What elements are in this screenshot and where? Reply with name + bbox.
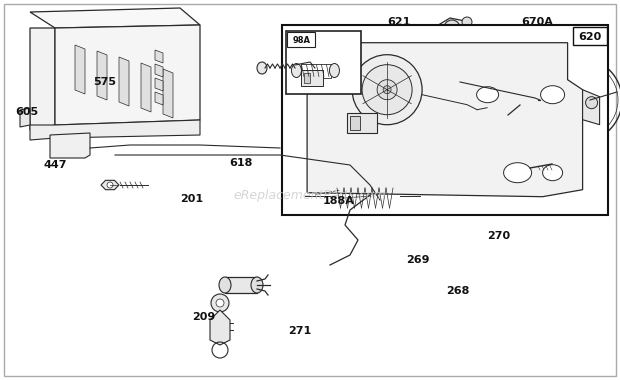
Ellipse shape <box>257 62 267 74</box>
Polygon shape <box>155 92 163 105</box>
Ellipse shape <box>542 165 562 181</box>
Ellipse shape <box>477 87 498 103</box>
Bar <box>225 277 257 293</box>
Polygon shape <box>141 63 151 112</box>
Circle shape <box>383 86 391 94</box>
Ellipse shape <box>503 163 531 183</box>
Circle shape <box>216 299 224 307</box>
Text: 201: 201 <box>180 195 203 204</box>
Circle shape <box>586 97 598 109</box>
Polygon shape <box>30 8 200 28</box>
Ellipse shape <box>296 63 304 73</box>
Text: 268: 268 <box>446 286 470 296</box>
Bar <box>282 25 608 215</box>
Text: 270: 270 <box>487 231 510 241</box>
Ellipse shape <box>219 277 231 293</box>
Ellipse shape <box>251 277 263 293</box>
Bar <box>337 187 393 209</box>
Text: 269: 269 <box>406 255 430 265</box>
Circle shape <box>462 17 472 27</box>
Bar <box>350 116 360 130</box>
Text: 670A: 670A <box>521 17 552 27</box>
Bar <box>301 70 324 86</box>
Ellipse shape <box>291 63 301 78</box>
Bar <box>301 63 332 78</box>
Bar <box>286 31 361 94</box>
Text: 575: 575 <box>93 77 116 87</box>
Bar <box>304 73 311 83</box>
Text: 447: 447 <box>43 160 67 170</box>
Polygon shape <box>415 18 475 100</box>
Ellipse shape <box>393 187 407 209</box>
Circle shape <box>352 55 422 125</box>
Circle shape <box>211 294 229 312</box>
Polygon shape <box>20 108 30 127</box>
Text: 188A: 188A <box>322 196 354 206</box>
Polygon shape <box>101 180 119 190</box>
Text: 271: 271 <box>288 326 312 336</box>
Circle shape <box>362 65 412 115</box>
Polygon shape <box>30 28 55 130</box>
Text: 605: 605 <box>16 107 38 117</box>
Polygon shape <box>55 25 200 125</box>
Text: 620: 620 <box>578 32 601 42</box>
Circle shape <box>591 144 599 152</box>
Polygon shape <box>75 45 85 94</box>
Circle shape <box>377 80 397 100</box>
Polygon shape <box>307 43 583 197</box>
Text: eReplacementParts.com: eReplacementParts.com <box>234 188 386 201</box>
Circle shape <box>300 193 306 199</box>
Polygon shape <box>521 165 535 172</box>
Polygon shape <box>585 140 604 156</box>
Text: 209: 209 <box>192 312 216 322</box>
Circle shape <box>449 25 455 31</box>
Polygon shape <box>119 57 129 106</box>
Polygon shape <box>210 310 230 345</box>
Polygon shape <box>50 133 90 158</box>
Ellipse shape <box>329 63 339 78</box>
Polygon shape <box>155 64 163 77</box>
Polygon shape <box>163 69 173 118</box>
Ellipse shape <box>541 86 565 104</box>
Polygon shape <box>97 51 107 100</box>
Text: 98A: 98A <box>293 36 311 45</box>
Text: 618: 618 <box>229 158 253 168</box>
Polygon shape <box>155 50 163 63</box>
Bar <box>573 27 606 45</box>
Text: 621: 621 <box>388 17 411 27</box>
Polygon shape <box>583 90 600 125</box>
Polygon shape <box>30 120 200 140</box>
Circle shape <box>444 20 460 36</box>
Bar <box>347 113 377 133</box>
Ellipse shape <box>323 187 337 209</box>
Polygon shape <box>155 78 163 91</box>
Bar <box>288 32 316 47</box>
Circle shape <box>506 113 514 121</box>
Circle shape <box>107 182 113 188</box>
